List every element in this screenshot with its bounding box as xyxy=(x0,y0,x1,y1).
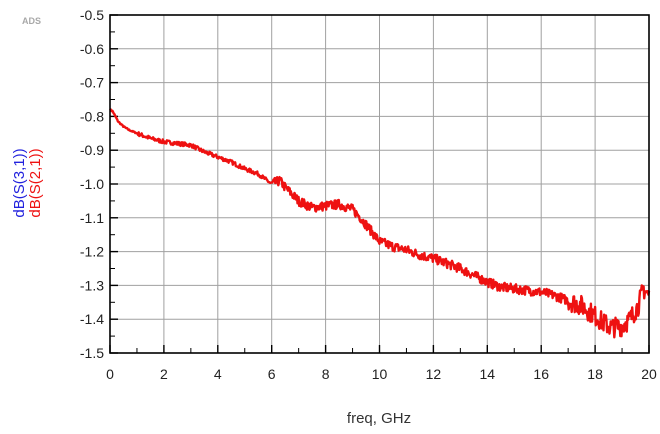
x-tick-label: 18 xyxy=(587,366,603,382)
y-tick-label: -1.2 xyxy=(80,244,104,260)
x-tick-labels: 0 2 4 6 8 10 12 14 16 18 20 xyxy=(106,366,657,382)
x-tick-label: 8 xyxy=(322,366,330,382)
chart-grid xyxy=(110,15,649,353)
x-tick-label: 14 xyxy=(480,366,496,382)
x-tick-label: 4 xyxy=(214,366,222,382)
y-tick-label: -1.5 xyxy=(80,345,104,361)
x-tick-label: 20 xyxy=(641,366,657,382)
y-tick-label: -0.6 xyxy=(80,41,104,57)
x-tick-label: 2 xyxy=(160,366,168,382)
y-tick-label: -1.4 xyxy=(80,311,104,327)
y-tick-label: -1.0 xyxy=(80,176,104,192)
x-tick-label: 16 xyxy=(533,366,549,382)
y-tick-label: -0.9 xyxy=(80,142,104,158)
x-tick-label: 6 xyxy=(268,366,276,382)
y-tick-label: -0.5 xyxy=(80,7,104,23)
y-tick-label: -1.1 xyxy=(80,210,104,226)
x-axis-label: freq, GHz xyxy=(347,410,411,427)
series-line-s21 xyxy=(109,108,651,339)
y-tick-labels: -0.5 -0.6 -0.7 -0.8 -0.9 -1.0 -1.1 -1.2 -1.3 -1.4… xyxy=(80,7,104,361)
x-tick-label: 10 xyxy=(372,366,388,382)
x-tick-label: 12 xyxy=(426,366,442,382)
chart-series xyxy=(109,108,651,339)
y-axis-label-s31: dB(S(3,1)) xyxy=(11,148,28,217)
y-tick-label: -0.7 xyxy=(80,75,104,91)
x-tick-label: 0 xyxy=(106,366,114,382)
y-axis-label-s21: dB(S(2,1)) xyxy=(27,148,44,217)
plot-frame xyxy=(109,14,650,354)
ads-watermark: ADS xyxy=(22,16,41,26)
y-tick-label: -0.8 xyxy=(80,108,104,124)
y-tick-label: -1.3 xyxy=(80,277,104,293)
